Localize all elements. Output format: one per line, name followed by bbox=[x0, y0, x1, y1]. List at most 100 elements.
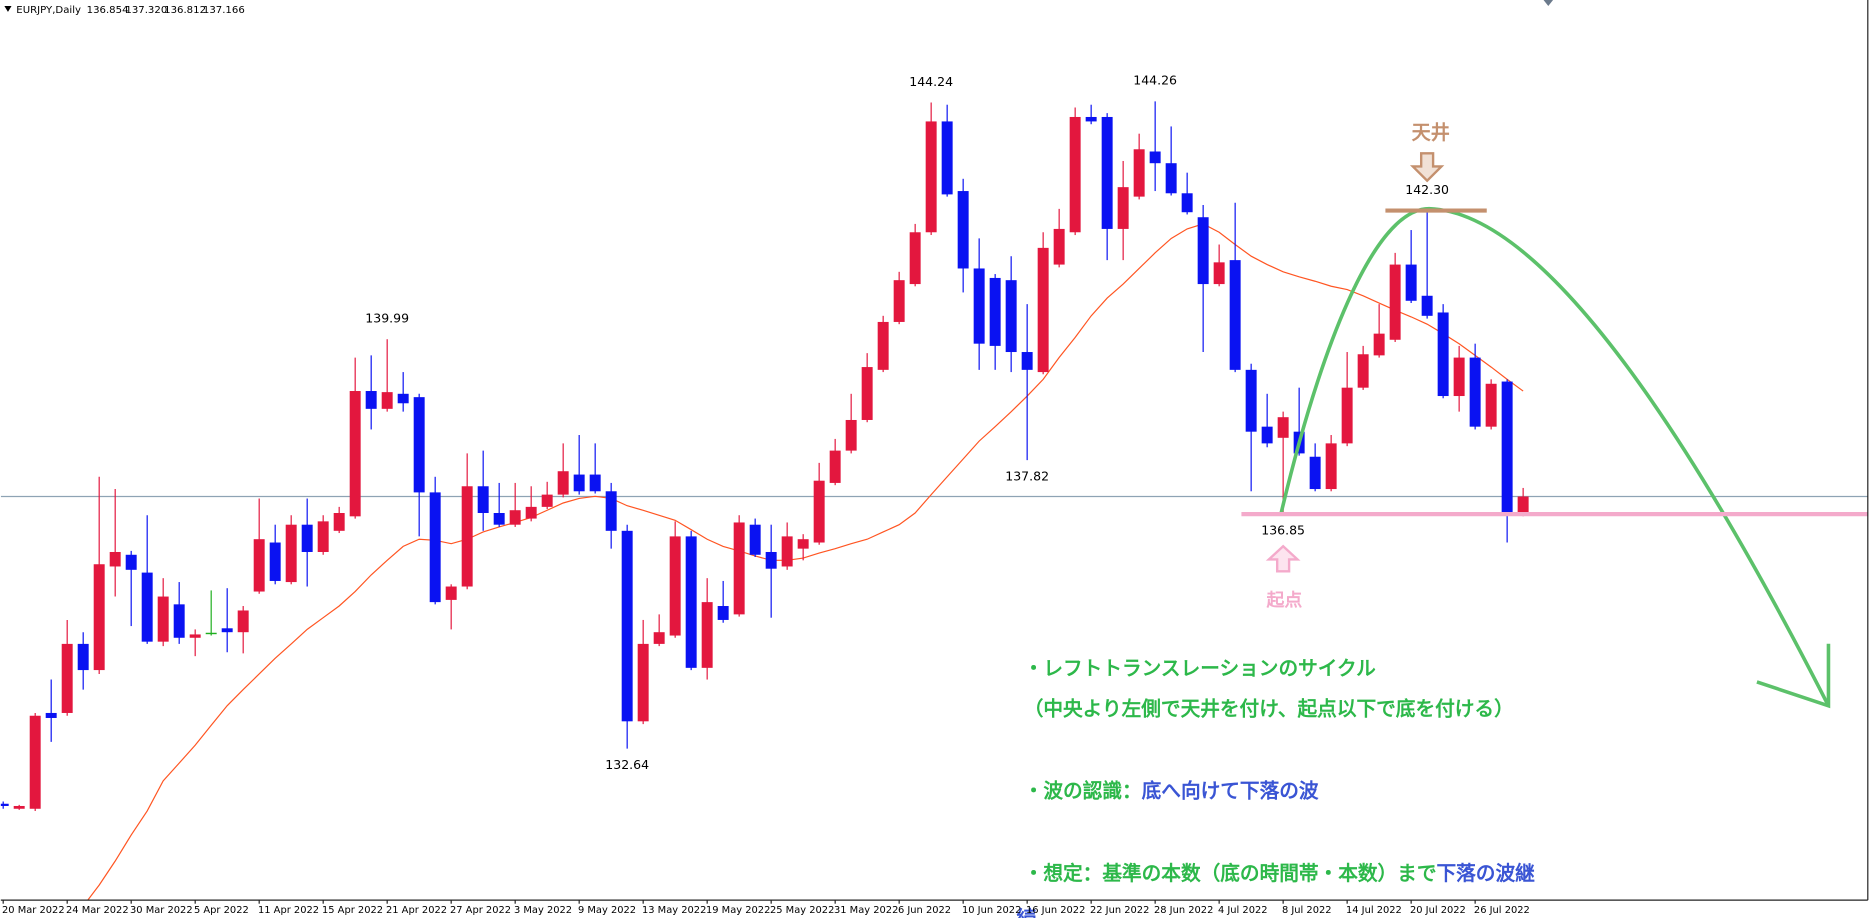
ohlc-value: 136.812 bbox=[164, 5, 206, 16]
candle-body bbox=[573, 474, 585, 492]
window-marker bbox=[1543, 0, 1554, 6]
x-tick-label: 10 Jun 2022 bbox=[962, 905, 1021, 916]
candle-body bbox=[1133, 149, 1145, 197]
candle-body bbox=[461, 486, 473, 587]
x-tick-label: 6 Jun 2022 bbox=[898, 905, 951, 916]
candle-body bbox=[1277, 417, 1289, 438]
candle-body bbox=[797, 539, 809, 549]
candle-body bbox=[205, 632, 217, 635]
candle-body bbox=[685, 536, 697, 668]
x-tick-label: 13 May 2022 bbox=[642, 905, 706, 916]
candle-body bbox=[637, 643, 649, 722]
candle-body bbox=[45, 712, 57, 718]
note-line: ・想定：基準の本数（底の時間帯・本数）まで下落の波継 bbox=[1024, 862, 1535, 885]
top-label: 天井 bbox=[1412, 122, 1450, 144]
note-line: ・レフトトランスレーションのサイクル bbox=[1024, 657, 1376, 680]
candle-body bbox=[749, 524, 761, 555]
candle-body bbox=[1005, 280, 1017, 353]
candle-body bbox=[1421, 295, 1433, 316]
candle-body bbox=[1021, 352, 1033, 370]
x-tick-label: 9 May 2022 bbox=[578, 905, 636, 916]
x-tick-label: 8 Jul 2022 bbox=[1282, 905, 1332, 916]
candle-body bbox=[605, 491, 617, 531]
candle-body bbox=[397, 393, 409, 404]
candle-body bbox=[493, 512, 505, 525]
ohlc-value: 137.166 bbox=[203, 5, 245, 16]
ohlc-value: 137.320 bbox=[125, 5, 167, 16]
candle-body bbox=[333, 512, 345, 531]
candle-body bbox=[173, 604, 185, 638]
candle-body bbox=[829, 450, 841, 483]
candle-body bbox=[1341, 387, 1353, 444]
candle-body bbox=[877, 321, 889, 370]
origin-label: 起点 bbox=[1265, 589, 1302, 611]
candle-body bbox=[1245, 369, 1257, 432]
note-text: 下落の波継 bbox=[1437, 862, 1536, 885]
origin-arrow bbox=[1265, 544, 1301, 573]
candle-body bbox=[157, 596, 169, 642]
candle-body bbox=[125, 554, 137, 570]
candle-body bbox=[1373, 333, 1385, 356]
candle-body bbox=[1117, 187, 1129, 229]
candle-body bbox=[589, 474, 601, 492]
x-tick-label: 15 Apr 2022 bbox=[322, 905, 383, 916]
candle-body bbox=[1053, 228, 1065, 265]
x-tick-label: 22 Jun 2022 bbox=[1090, 905, 1149, 916]
candle-body bbox=[109, 551, 121, 567]
candle-body bbox=[1485, 383, 1497, 427]
x-tick-label: 27 Apr 2022 bbox=[450, 905, 511, 916]
x-tick-label: 21 Apr 2022 bbox=[386, 905, 447, 916]
candle-body bbox=[941, 121, 953, 195]
candle-body bbox=[237, 610, 249, 633]
x-tick-label: 5 Apr 2022 bbox=[194, 905, 249, 916]
candle-body bbox=[61, 643, 73, 713]
candle-body bbox=[669, 536, 681, 636]
candle-body bbox=[1069, 116, 1081, 233]
candle-body bbox=[13, 805, 25, 809]
x-tick-label: 26 Jul 2022 bbox=[1474, 905, 1530, 916]
x-tick-label: 25 May 2022 bbox=[770, 905, 834, 916]
annotations: 144.24 139.99 132.64 137.82 144.26 142.30 天井 13… bbox=[365, 73, 1868, 918]
top-arrow bbox=[1409, 152, 1445, 183]
x-tick-label: 14 Jul 2022 bbox=[1346, 905, 1402, 916]
candle-body bbox=[317, 521, 329, 552]
candle-body bbox=[925, 121, 937, 233]
note-line: （中央より左側で天井を付け、起点以下で底を付ける） bbox=[1024, 697, 1514, 720]
candle-body bbox=[989, 277, 1001, 346]
x-tick-label: 30 Mar 2022 bbox=[130, 905, 193, 916]
candle-body bbox=[445, 586, 457, 600]
price-label: 144.24 bbox=[909, 74, 953, 89]
candle-body bbox=[1261, 426, 1273, 444]
candle-body bbox=[269, 542, 281, 581]
candle-body bbox=[253, 539, 265, 592]
price-label: 132.64 bbox=[605, 757, 649, 772]
symbol: EURJPY,Daily bbox=[16, 5, 81, 16]
candle-body bbox=[77, 643, 89, 671]
candle-body bbox=[1405, 264, 1417, 301]
candle-body bbox=[509, 510, 521, 525]
note-text: ・レフトトランスレーションのサイクル bbox=[1024, 657, 1376, 680]
candle-body bbox=[525, 506, 537, 519]
candle-body bbox=[909, 232, 921, 285]
price-label: 137.82 bbox=[1005, 468, 1049, 483]
candle-body bbox=[221, 628, 233, 633]
candle-body bbox=[477, 486, 489, 513]
x-tick-label: 11 Apr 2022 bbox=[258, 905, 319, 916]
candle-body bbox=[1437, 312, 1449, 397]
ohlc-value: 136.854 bbox=[87, 5, 129, 16]
candle-body bbox=[413, 397, 425, 493]
candle-body bbox=[813, 480, 825, 543]
candle-body bbox=[1085, 116, 1097, 122]
candle-body bbox=[541, 494, 553, 507]
note-text: 続 bbox=[1017, 907, 1037, 918]
candle-body bbox=[349, 391, 361, 517]
candle-body bbox=[1229, 260, 1241, 370]
candle-body bbox=[1357, 354, 1369, 388]
candle-body bbox=[1213, 262, 1225, 285]
candle-body bbox=[1165, 163, 1177, 194]
candle-body bbox=[845, 419, 857, 451]
price-label: 139.99 bbox=[365, 311, 409, 326]
note-text: 底へ向けて下落の波 bbox=[1142, 780, 1319, 803]
candle-body bbox=[893, 280, 905, 322]
